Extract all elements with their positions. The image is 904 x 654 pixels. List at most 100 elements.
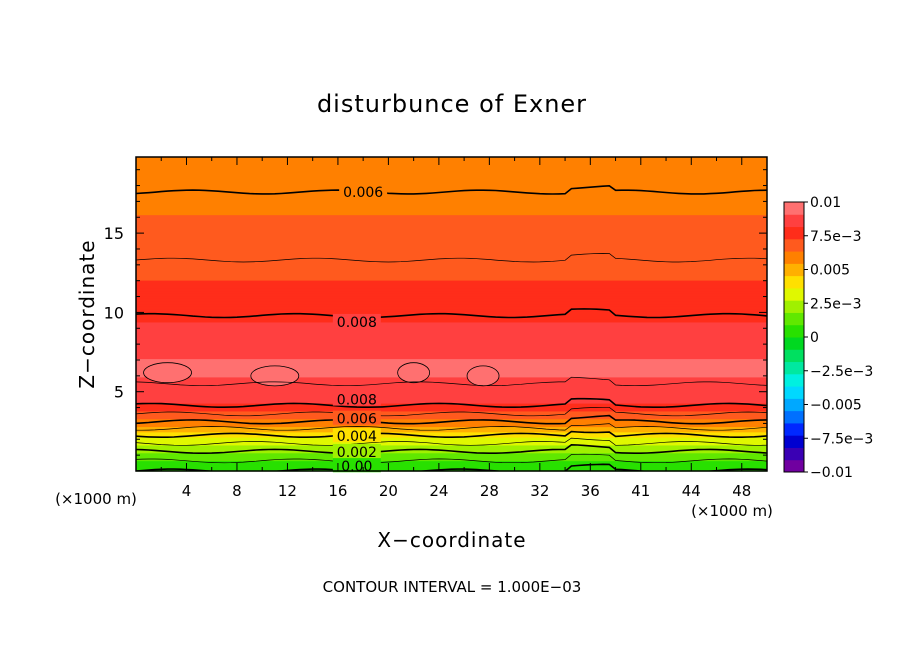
x-tick-label: 32 [530,482,549,500]
contour-label-bg [332,410,381,425]
band-cell [136,282,767,286]
colorbar-label: 0 [810,330,819,346]
band-cell [136,279,767,284]
colorbar-swatch [784,349,804,363]
band-cell [136,259,767,263]
band-cell [136,295,767,299]
colorbar-swatch [784,410,804,424]
band-cell [136,413,767,417]
band-cell [136,395,767,399]
band-cell [136,198,767,203]
band-cell [136,350,767,354]
band-cell [136,185,767,189]
band-cell [136,319,767,323]
band-cell [136,392,767,396]
band-cell [136,188,767,192]
colorbar-label: 2.5e−3 [810,296,862,312]
band-cell [136,196,767,200]
x-axis: 4 8 12 16 20 24 28 32 36 41 44 48 [160,157,751,500]
contour-label-bg [339,183,388,198]
band-cell [136,361,767,365]
band-cell [136,345,767,349]
band-cell [136,363,767,367]
colorbar-label: −7.5e−3 [810,431,873,447]
band-cell [136,463,767,467]
y-tick-label: 5 [114,383,124,402]
colorbar-swatch [784,300,804,313]
band-cell [136,431,767,435]
band-cell [136,342,767,346]
max-bubble [466,365,500,387]
contour-line [136,184,767,195]
colorbar-swatch [784,287,804,301]
band-cell [136,298,767,302]
contour-line [136,423,767,431]
x-tick-label: 44 [682,482,701,500]
x-axis-label: X−coordinate [377,528,526,552]
band-cell [136,423,767,428]
band-cell [136,214,767,218]
band-cell [136,340,767,344]
band-cell [136,177,767,182]
colorbar-swatch [784,251,804,264]
band-cell [136,316,767,320]
band-cell [136,175,767,179]
contour-line [136,414,767,425]
colorbar-swatch [784,275,804,289]
band-cell [136,436,767,441]
contour-label: 0.00 [341,459,372,475]
band-cell [136,201,767,205]
colorbar-label: 0.01 [810,195,841,211]
band-cell [136,170,767,174]
colorbar-label: −2.5e−3 [810,364,873,380]
band-cell [136,206,767,210]
x-tick-label: 12 [278,482,297,500]
contour-label-bg [332,458,381,473]
plot-frame [135,156,768,472]
band-cell [136,434,767,438]
band-cell [136,353,767,357]
band-cell [136,240,767,244]
contour-line [136,308,767,319]
band-cell [136,157,767,161]
colorbar-label: 0.005 [810,263,850,279]
band-cell [136,269,767,273]
band-cell [136,327,767,331]
colorbar: 0.01 7.5e−3 0.005 2.5e−3 0 −2.5e−3 −0.005 −7.5e… [783,195,873,481]
band-cell [136,235,767,239]
colorbar-swatch [784,386,804,399]
band-cell [136,245,767,250]
band-cell [136,261,767,265]
colorbar-swatch [784,226,804,240]
x-tick-label: 48 [732,482,751,500]
band-cell [136,225,767,229]
band-cell [136,243,767,247]
colorbar-swatch [784,202,804,215]
band-cell [136,167,767,171]
band-cell [136,217,767,221]
contour-line [136,253,767,263]
colorbar-swatch [784,312,804,326]
x-unit-left: (×1000 m) [55,490,137,508]
band-cell [136,204,767,208]
x-tick-label: 16 [328,482,347,500]
contour-label-bg [332,313,381,328]
y-tick-label: 10 [104,303,124,322]
band-cell [136,455,767,459]
band-cell [136,442,767,446]
contour-line [136,430,767,438]
band-cell [136,159,767,163]
colorbar-swatch [784,361,804,375]
band-cell [136,314,767,318]
band-cell [136,238,767,242]
colorbar-swatch [784,422,804,436]
colorbar-label: −0.01 [810,465,853,481]
band-cell [136,191,767,195]
band-cell [136,183,767,187]
colorbar-swatch [784,459,804,473]
contour-label: 0.006 [337,412,377,428]
band-cell [136,460,767,464]
contour-line [136,437,767,446]
colorbar-swatch [784,447,804,461]
